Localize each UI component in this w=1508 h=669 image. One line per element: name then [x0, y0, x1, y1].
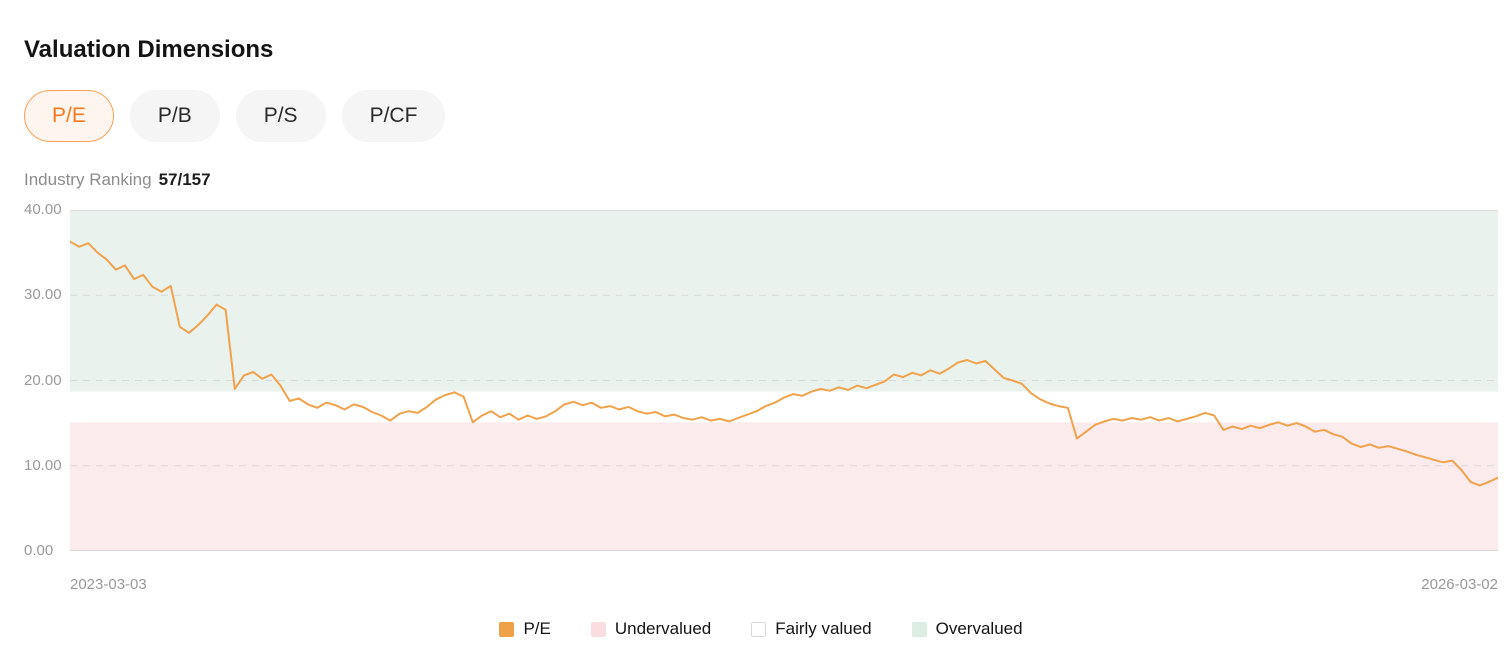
y-axis-tick-label: 0.00	[24, 542, 54, 559]
tab-pb[interactable]: P/B	[129, 90, 220, 142]
x-axis-start-label: 2023-03-03	[70, 576, 147, 593]
pe-swatch	[499, 621, 515, 637]
legend-item-pe[interactable]: P/E	[499, 619, 551, 639]
legend-label-fairly-valued: Fairly valued	[775, 619, 872, 638]
chart-legend: P/E Undervalued Fairly valued Overvalued	[24, 619, 1498, 657]
industry-ranking: Industry Ranking 57/157	[24, 170, 1498, 190]
legend-label-overvalued: Overvalued	[935, 619, 1023, 638]
fairly-valued-swatch	[751, 621, 767, 637]
overvalued-band	[70, 210, 1498, 392]
plot-area[interactable]	[70, 210, 1498, 551]
overvalued-swatch	[911, 621, 927, 637]
undervalued-swatch	[590, 621, 606, 637]
legend-item-overvalued[interactable]: Overvalued	[911, 619, 1023, 639]
y-axis-tick-label: 30.00	[24, 286, 62, 304]
undervalued-band	[70, 422, 1498, 551]
page-title: Valuation Dimensions	[24, 36, 274, 63]
pe-line	[70, 240, 1498, 487]
legend-label-undervalued: Undervalued	[614, 619, 712, 638]
y-axis: 0.00 10.00 20.00 30.00 40.00	[24, 201, 70, 559]
industry-ranking-value: 57/157	[158, 170, 211, 189]
chart-svg	[70, 210, 1498, 551]
y-axis-tick-label: 20.00	[24, 371, 62, 389]
tab-ps[interactable]: P/S	[235, 90, 326, 142]
legend-item-undervalued[interactable]: Undervalued	[590, 619, 712, 639]
y-axis-tick-label: 10.00	[24, 456, 62, 474]
fairly-valued-band	[70, 391, 1498, 423]
valuation-tabs: P/E P/B P/S P/CF	[24, 90, 1498, 142]
x-axis-end-label: 2026-03-02	[1421, 576, 1498, 593]
industry-ranking-label: Industry Ranking	[24, 170, 152, 189]
x-axis: 2023-03-03 2026-03-02	[70, 576, 1498, 593]
valuation-chart: 0.00 10.00 20.00 30.00 40.00	[24, 201, 1498, 559]
legend-label-pe: P/E	[523, 619, 551, 638]
legend-item-fairly-valued[interactable]: Fairly valued	[751, 619, 872, 639]
tab-pcf[interactable]: P/CF	[341, 90, 446, 142]
y-axis-tick-label: 40.00	[24, 201, 62, 218]
tab-pe[interactable]: P/E	[24, 90, 114, 142]
